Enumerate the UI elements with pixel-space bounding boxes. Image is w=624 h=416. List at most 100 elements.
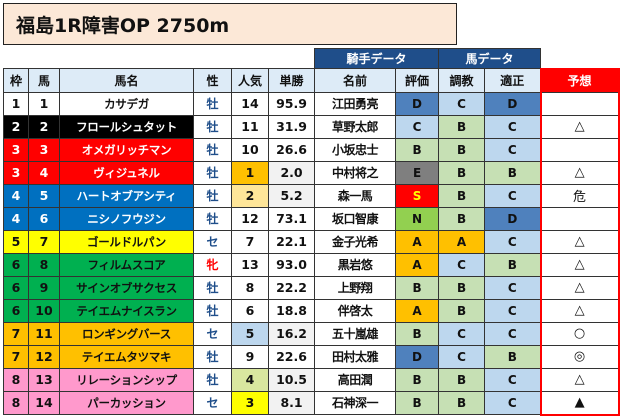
table-row: 2 2 フロールシュタット牡 11 31.9 草野太郎 C B C △	[3, 114, 620, 139]
jockey-name-cell: 金子光希	[314, 229, 397, 254]
sex-cell: セ	[193, 390, 232, 415]
odds-cell: 2.0	[267, 160, 316, 185]
uma-cell: 8	[28, 252, 60, 277]
uma-cell: 14	[28, 390, 60, 415]
training-cell: B	[438, 298, 486, 323]
training-cell: C	[438, 344, 486, 369]
header-prediction: 予想	[539, 67, 620, 93]
prediction-cell: △	[539, 275, 620, 300]
jockey-name-cell: 田村太雅	[314, 344, 397, 369]
training-cell: B	[438, 206, 486, 231]
popularity-cell: 3	[231, 390, 269, 415]
uma-cell: 6	[28, 206, 60, 231]
header-popularity: 人気	[231, 68, 269, 93]
horse-name-cell: ゴールドルパン	[59, 229, 194, 254]
waku-cell: 6	[3, 252, 29, 277]
evaluation-cell: C	[395, 114, 440, 139]
popularity-cell: 1	[231, 160, 269, 185]
aptitude-cell: C	[484, 298, 542, 323]
waku-cell: 2	[3, 114, 29, 139]
sex-cell: 牝	[193, 252, 232, 277]
aptitude-cell: C	[484, 183, 542, 208]
odds-cell: 93.0	[267, 252, 316, 277]
jockey-name-cell: 伴啓太	[314, 298, 397, 323]
table-row: 1 1 カサデガ牡 14 95.9 江田勇亮 D C D	[3, 91, 620, 116]
odds-cell: 18.8	[267, 298, 316, 323]
prediction-cell: △	[539, 160, 620, 185]
aptitude-cell: C	[484, 390, 542, 415]
evaluation-cell: B	[395, 367, 440, 392]
evaluation-cell: B	[395, 137, 440, 162]
jockey-name-cell: 坂口智康	[314, 206, 397, 231]
jockey-name-cell: 中村将之	[314, 160, 397, 185]
sex-cell: セ	[193, 229, 232, 254]
table-row: 4 6 ニシノフウジン牡 12 73.1 坂口智康 N B D	[3, 206, 620, 231]
popularity-cell: 4	[231, 367, 269, 392]
prediction-cell	[539, 137, 620, 162]
uma-cell: 10	[28, 298, 60, 323]
aptitude-cell: D	[484, 206, 542, 231]
popularity-cell: 13	[231, 252, 269, 277]
jockey-name-cell: 森一馬	[314, 183, 397, 208]
prediction-cell	[539, 206, 620, 231]
popularity-cell: 9	[231, 344, 269, 369]
evaluation-cell: D	[395, 344, 440, 369]
header-training: 調教	[438, 68, 486, 93]
group-spacer	[541, 49, 619, 69]
training-cell: B	[438, 275, 486, 300]
evaluation-cell: S	[395, 183, 440, 208]
odds-cell: 22.6	[267, 344, 316, 369]
table-row: 8 13 リレーションシップ牡 4 10.5 高田潤 B B C △	[3, 367, 620, 392]
evaluation-cell: B	[395, 275, 440, 300]
header-horse-name: 馬名	[59, 68, 194, 93]
popularity-cell: 7	[231, 229, 269, 254]
horse-name-cell: パーカッション	[59, 390, 194, 415]
horse-name-cell: フィルムスコア	[59, 252, 194, 277]
odds-cell: 5.2	[267, 183, 316, 208]
sex-cell: 牡	[193, 183, 232, 208]
popularity-cell: 8	[231, 275, 269, 300]
table-row: 7 11 ロンギングバースセ 5 16.2 五十嵐雄 B C C ○	[3, 321, 620, 346]
evaluation-cell: A	[395, 229, 440, 254]
aptitude-cell: B	[484, 160, 542, 185]
odds-cell: 95.9	[267, 91, 316, 116]
aptitude-cell: C	[484, 114, 542, 139]
training-cell: B	[438, 114, 486, 139]
waku-cell: 5	[3, 229, 29, 254]
table-row: 8 14 パーカッションセ 3 8.1 石神深一 B B C ▲	[3, 390, 620, 416]
table-row: 6 9 サインオブサクセス牡 8 22.2 上野翔 B B C △	[3, 275, 620, 300]
popularity-cell: 2	[231, 183, 269, 208]
uma-cell: 11	[28, 321, 60, 346]
prediction-cell: △	[539, 298, 620, 323]
group-header-horse: 馬データ	[438, 48, 542, 69]
page-title: 福島1R障害OP 2750m	[3, 3, 457, 45]
group-header-jockey: 騎手データ	[314, 48, 440, 69]
table-row: 7 12 テイエムタツマキ牡 9 22.6 田村太雅 D C B ◎	[3, 344, 620, 369]
aptitude-cell: C	[484, 321, 542, 346]
sex-cell: 牡	[193, 114, 232, 139]
jockey-name-cell: 草野太郎	[314, 114, 397, 139]
popularity-cell: 10	[231, 137, 269, 162]
odds-cell: 22.2	[267, 275, 316, 300]
prediction-cell: ○	[539, 321, 620, 346]
race-table-body: 1 1 カサデガ牡 14 95.9 江田勇亮 D C D 2 2 フロールシュタット牡 11 31.9 草野…	[3, 91, 620, 416]
prediction-cell: △	[539, 229, 620, 254]
sex-cell: 牡	[193, 275, 232, 300]
waku-cell: 3	[3, 137, 29, 162]
prediction-cell: ▲	[539, 390, 620, 416]
uma-cell: 3	[28, 137, 60, 162]
jockey-name-cell: 上野翔	[314, 275, 397, 300]
jockey-name-cell: 石神深一	[314, 390, 397, 415]
horse-name-cell: フロールシュタット	[59, 114, 194, 139]
horse-name-cell: ニシノフウジン	[59, 206, 194, 231]
header-sex: 性	[193, 68, 232, 93]
prediction-cell: △	[539, 114, 620, 139]
sex-cell: 牡	[193, 344, 232, 369]
horse-name-cell: サインオブサクセス	[59, 275, 194, 300]
prediction-cell: 危	[539, 183, 620, 208]
odds-cell: 10.5	[267, 367, 316, 392]
waku-cell: 8	[3, 390, 29, 415]
training-cell: B	[438, 390, 486, 415]
training-cell: C	[438, 91, 486, 116]
odds-cell: 31.9	[267, 114, 316, 139]
